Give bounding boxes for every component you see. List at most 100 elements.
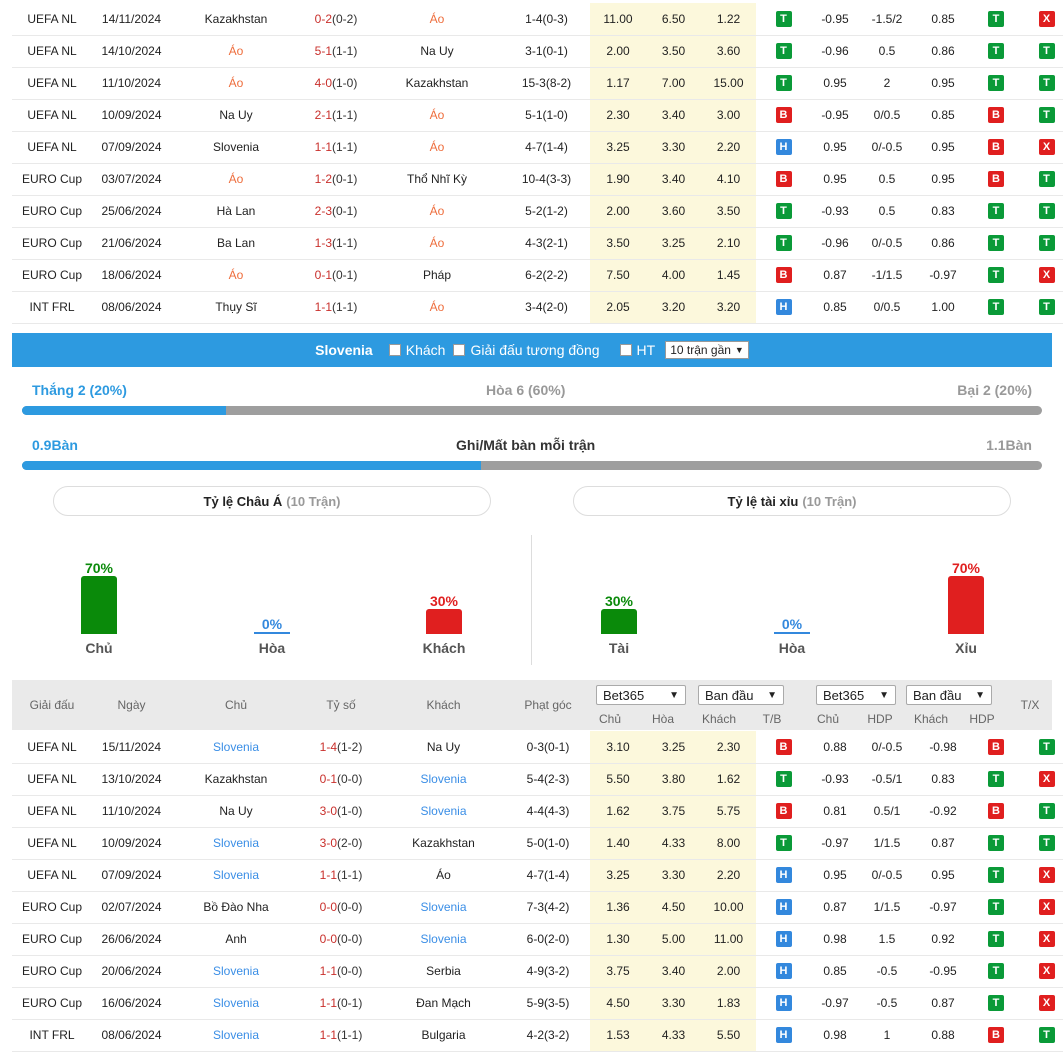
half-time-score: (0-0) — [337, 964, 363, 978]
hdp-result-cell: B — [971, 131, 1021, 164]
result-badge: H — [775, 931, 792, 947]
header-home-odds: Chủ — [598, 712, 621, 726]
stat-percent: 70% — [84, 560, 114, 576]
odds-type-select-2[interactable]: Ban đầu ▼ — [906, 685, 992, 705]
score-cell: 1-1(1-1) — [301, 859, 381, 892]
hdp-away-cell: -0.95 — [915, 955, 971, 988]
score-cell: 1-2(0-1) — [301, 163, 371, 196]
score-cell: 3-0(2-0) — [301, 827, 381, 860]
away-team-cell: Áo — [371, 3, 503, 36]
ou-result-badge: T — [1038, 235, 1055, 251]
ou-result-cell: X — [1021, 259, 1063, 292]
draw-odds-cell: 5.00 — [646, 923, 701, 956]
date-cell: 15/11/2024 — [92, 731, 171, 764]
hdp-home-cell: 0.98 — [811, 923, 859, 956]
away-odds-cell: 11.00 — [701, 923, 756, 956]
stat-column-xỉu: 70% Xỉu — [916, 560, 1016, 656]
ou-result-cell: X — [1021, 859, 1063, 892]
hdp-away-cell: 0.85 — [915, 3, 971, 36]
hdp-result-badge: B — [988, 171, 1004, 187]
ou-result-badge: X — [1038, 139, 1055, 155]
stat-column-tài: 30% Tài — [569, 593, 669, 656]
score-cell: 0-1(0-0) — [301, 763, 381, 796]
asian-handicap-pill: Tỷ lệ Châu Á (10 Trận) — [53, 486, 491, 516]
league-cell: UEFA NL — [12, 827, 92, 860]
home-odds-cell: 3.10 — [590, 731, 646, 764]
away-team-cell: Kazakhstan — [381, 827, 506, 860]
ou-result-badge: T — [1038, 803, 1055, 819]
stat-name: Xỉu — [955, 640, 977, 656]
full-time-score: 1-1 — [319, 868, 337, 882]
ht-checkbox[interactable] — [619, 344, 632, 356]
result-badge: B — [775, 107, 792, 123]
draw-odds-cell: 3.40 — [646, 163, 701, 196]
hdp-result-badge: T — [988, 899, 1004, 915]
ou-result-badge: X — [1038, 867, 1055, 883]
date-cell: 14/11/2024 — [92, 3, 171, 36]
hdp-result-badge: B — [988, 1027, 1004, 1043]
table-row: UEFA NL 11/10/2024 Na Uy 3-0(1-0) Slovenia 4-… — [12, 795, 1063, 828]
home-team-cell: Bồ Đào Nha — [171, 891, 301, 924]
league-cell: UEFA NL — [12, 67, 92, 100]
stat-bar — [254, 632, 290, 634]
home-team-cell: Na Uy — [171, 795, 301, 828]
half-time-score: (1-1) — [332, 108, 358, 122]
away-team-cell: Slovenia — [381, 795, 506, 828]
home-team-cell: Thụy Sĩ — [171, 291, 301, 324]
same-league-checkbox[interactable] — [453, 344, 466, 356]
away-odds-cell: 3.50 — [701, 195, 756, 228]
table-row: INT FRL 08/06/2024 Thụy Sĩ 1-1(1-1) Áo 3-4(2-… — [12, 291, 1063, 324]
hdp-home-cell: -0.93 — [811, 195, 859, 228]
table-row: UEFA NL 14/10/2024 Áo 5-1(1-1) Na Uy 3-1(0-1)… — [12, 35, 1063, 68]
corners-cell: 3-1(0-1) — [503, 35, 590, 68]
table-row: UEFA NL 11/10/2024 Áo 4-0(1-0) Kazakhstan 15-… — [12, 67, 1063, 100]
draw-odds-cell: 3.30 — [646, 131, 701, 164]
corners-cell: 5-1(1-0) — [503, 99, 590, 132]
hdp-result-cell: B — [971, 795, 1021, 828]
result-cell: B — [756, 731, 811, 764]
draw-odds-cell: 3.25 — [646, 731, 701, 764]
home-team-cell: Slovenia — [171, 131, 301, 164]
away-odds-cell: 3.20 — [701, 291, 756, 324]
header-hdp: HDP — [867, 712, 893, 726]
result-badge: T — [775, 771, 792, 787]
result-badge: T — [775, 10, 792, 27]
away-odds-cell: 2.00 — [701, 955, 756, 988]
hdp-result-cell: T — [971, 291, 1021, 324]
hdp-result-cell: T — [971, 923, 1021, 956]
bookmaker-select-1[interactable]: Bet365 ▼ — [596, 685, 686, 705]
bookmaker-select-2[interactable]: Bet365 ▼ — [816, 685, 896, 705]
away-team-cell: Thổ Nhĩ Kỳ — [371, 163, 503, 196]
goals-scored: 0.9Bàn — [32, 437, 78, 453]
match-count-select[interactable]: 10 trận gần ▼ — [665, 341, 749, 359]
odds-type-select-1[interactable]: Ban đầu ▼ — [698, 685, 784, 705]
home-odds-cell: 2.00 — [590, 35, 646, 68]
bottom-table-header: Giải đấu Ngày Chủ Tỷ số Khách Phạt góc B… — [12, 680, 1052, 730]
corners-cell: 5-2(1-2) — [503, 195, 590, 228]
draw-odds-cell: 7.00 — [646, 67, 701, 100]
ou-result-badge: X — [1038, 899, 1055, 915]
stat-bar — [948, 576, 984, 634]
hdp-line-cell: -1.5/2 — [859, 3, 915, 36]
away-odds-cell: 4.10 — [701, 163, 756, 196]
header-draw-odds: Hòa — [651, 712, 674, 726]
full-time-score: 2-1 — [314, 108, 332, 122]
result-badge: T — [775, 835, 792, 851]
full-time-score: 2-3 — [314, 204, 332, 218]
half-time-score: (0-0) — [337, 772, 363, 786]
ou-result-cell: T — [1021, 827, 1063, 860]
ou-result-cell: T — [1021, 99, 1063, 132]
ou-result-cell: T — [1021, 291, 1063, 324]
result-cell: T — [756, 35, 811, 68]
away-checkbox[interactable] — [388, 344, 401, 356]
corners-cell: 6-0(2-0) — [506, 923, 590, 956]
hdp-result-badge: T — [988, 267, 1004, 283]
same-league-checkbox-label: Giải đấu tương đồng — [470, 342, 600, 358]
draw-odds-cell: 3.80 — [646, 763, 701, 796]
header-score: Tỷ số — [326, 698, 356, 712]
stat-percent: 0% — [781, 616, 803, 632]
full-time-score: 1-1 — [319, 964, 337, 978]
home-odds-cell: 5.50 — [590, 763, 646, 796]
away-odds-cell: 15.00 — [701, 67, 756, 100]
header-home: Chủ — [224, 698, 247, 712]
